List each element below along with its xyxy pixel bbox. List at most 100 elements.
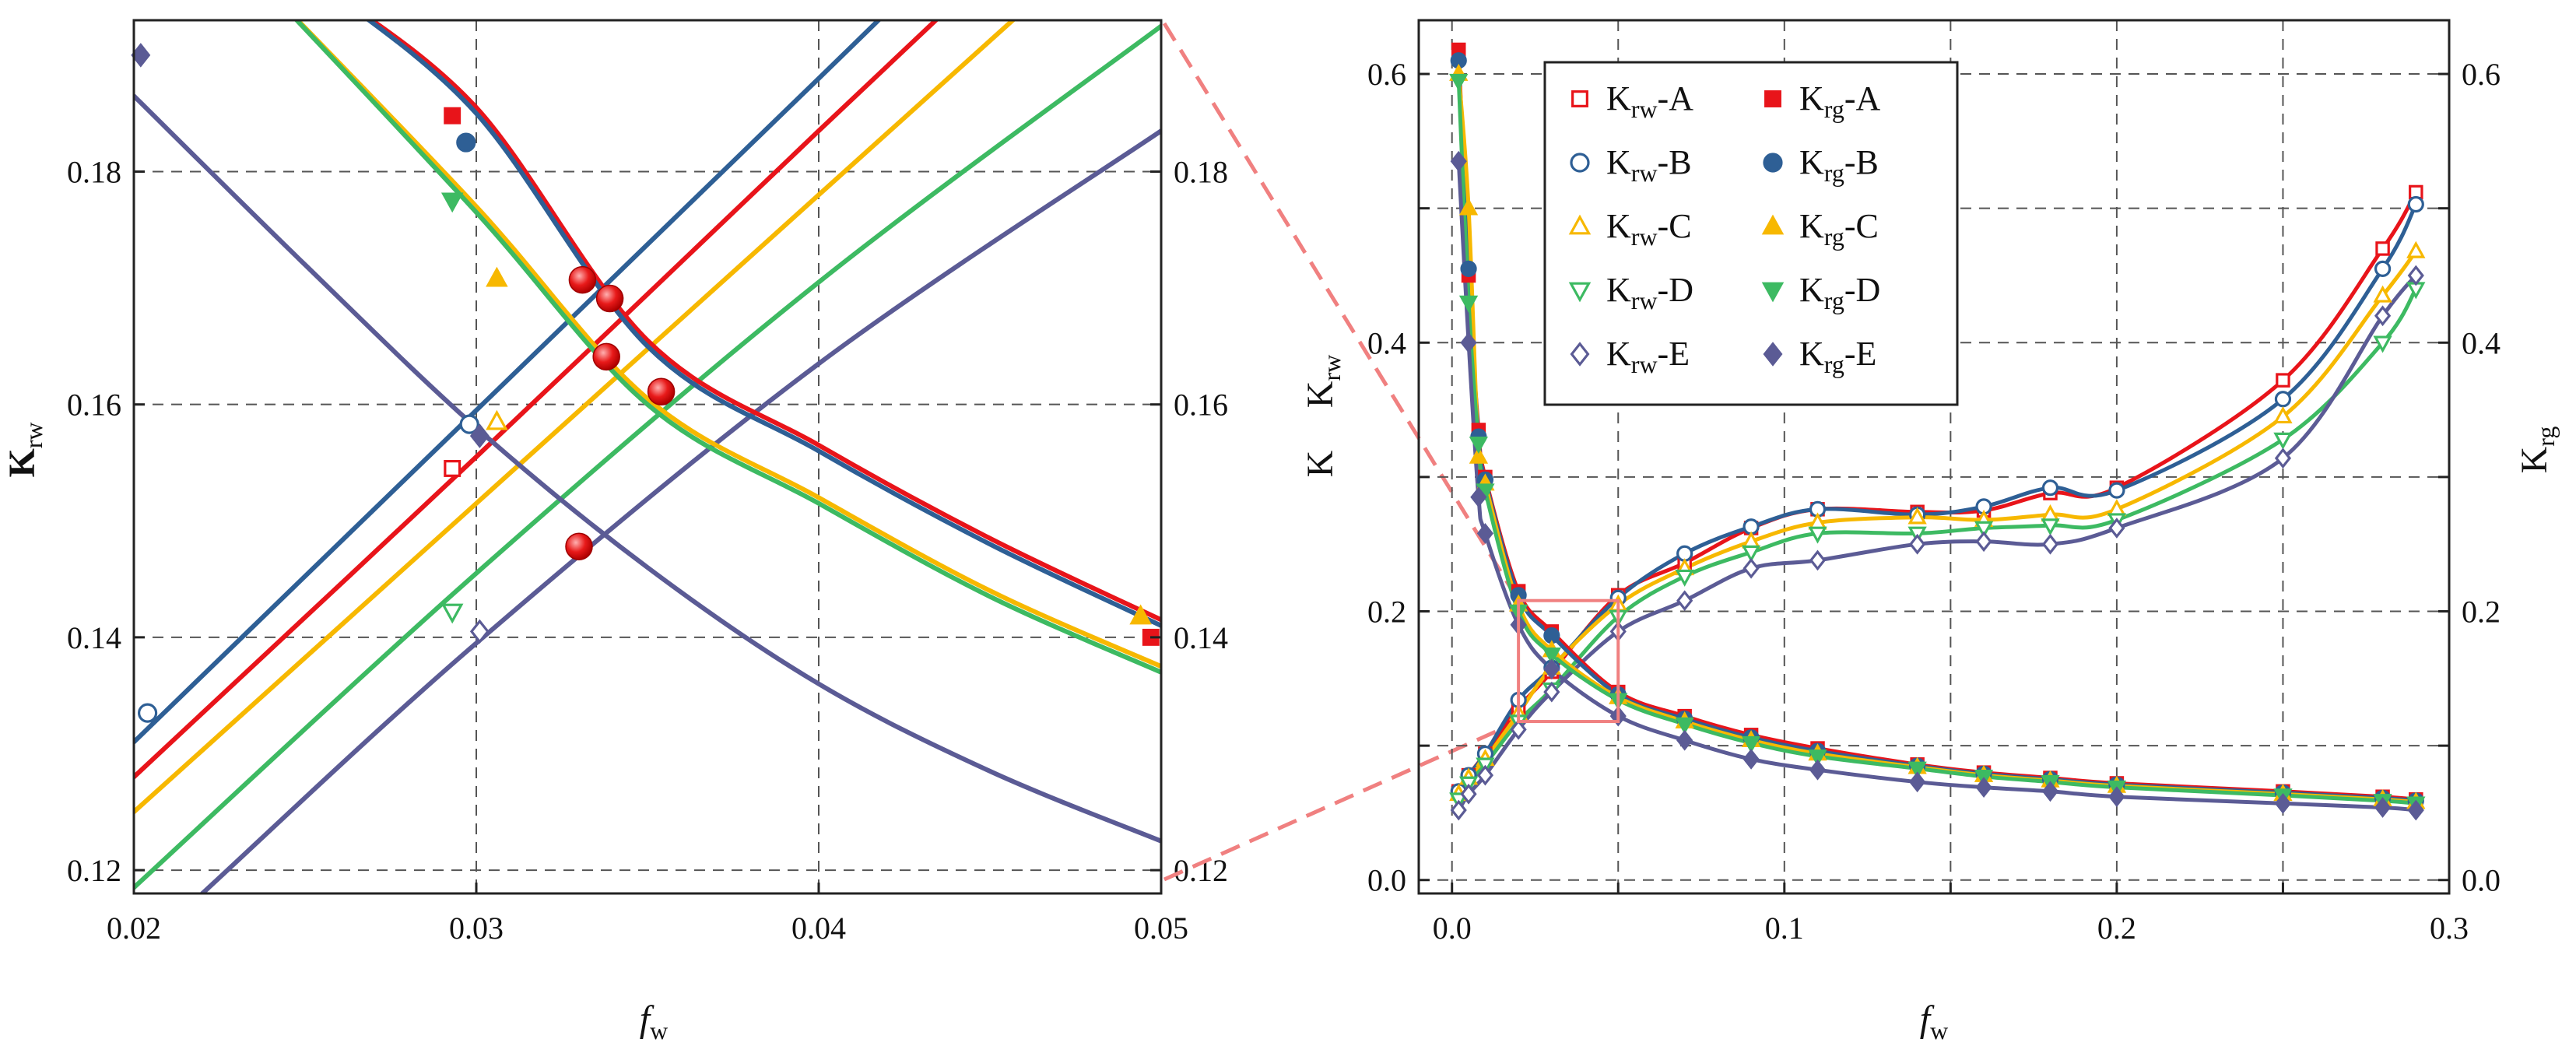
main-krw-point-E (2274, 448, 2292, 469)
legend-marker-shape (1761, 214, 1785, 235)
legend-label: Krw-B (1606, 143, 1692, 187)
zoom-x-axis-title: fw (640, 999, 668, 1044)
main-krw-point-E (2108, 518, 2125, 539)
zoom-y-tick-labels: 0.12 0.14 0.16 0.18 (67, 154, 121, 888)
main-krg-point-D (1675, 717, 1694, 735)
legend-label-suffix: -C (1658, 207, 1692, 245)
main-krw-point-C (2406, 240, 2426, 258)
main-krw-point-D (2273, 432, 2293, 450)
legend-marker-shape (1763, 342, 1783, 367)
legend-entry: Krw-E (1570, 335, 1690, 378)
main-krg-point-E (2274, 792, 2292, 814)
main-y2-axis-title-main: K (2514, 446, 2555, 473)
main-krw-point-B (2374, 260, 2392, 277)
main-krw-point-D (1675, 569, 1694, 587)
zoom-point-krw-D (440, 603, 464, 624)
zoom-y2-tick-label: 0.18 (1174, 154, 1228, 189)
main-krg-point-E (1809, 759, 1827, 781)
main-krg-point-D (1808, 749, 1827, 767)
legend-label: Krw-A (1606, 79, 1693, 123)
main-y-axis-title-line2-main: K (1300, 381, 1341, 408)
zoom-point-krg-E (469, 423, 490, 448)
main-krg-point-E (2108, 786, 2125, 808)
legend-label: Krg-A (1799, 79, 1881, 123)
zoom-y2-tick-label: 0.16 (1174, 388, 1228, 423)
main-y2-tick-label: 0.2 (2462, 595, 2501, 630)
legend-marker (1763, 342, 1783, 367)
crossing-point-marker (647, 377, 676, 405)
legend-marker (1763, 153, 1783, 173)
zoom-point-krw-C (486, 409, 508, 430)
zoom-curve-krg-C (294, 20, 1161, 669)
main-krg-point-D (1907, 761, 1927, 779)
main-y-axis-title-line1: K (1300, 450, 1341, 477)
zoom-curve-krg-B (365, 20, 1161, 628)
crossing-point-marker (565, 532, 593, 560)
legend-marker (1761, 282, 1785, 303)
zoom-region-box (1517, 598, 1620, 724)
zoom-x-axis-title-sub: w (650, 1016, 668, 1044)
main-y2-tick-label: 0.6 (2462, 57, 2501, 92)
main-x-tick-label: 0.2 (2097, 911, 2136, 946)
zoom-point-krg-D (440, 192, 464, 213)
legend-entry: Krw-C (1568, 207, 1692, 251)
legend-marker-shape (1568, 282, 1592, 303)
main-krg-point-D (1469, 436, 1489, 454)
legend-label-main: K (1606, 335, 1631, 373)
main-krg-point-E (1676, 729, 1693, 751)
main-krg-point-C (1458, 198, 1479, 216)
main-y-tick-label: 0.0 (1367, 863, 1406, 898)
zoom-crossing-points (565, 265, 676, 560)
main-krg-point-E (2407, 799, 2424, 821)
legend-marker-shape (1571, 90, 1588, 107)
zoom-curve-krw-B (134, 20, 883, 745)
main-krw-point-E (2407, 265, 2424, 286)
legend-label-sub: rg (1824, 286, 1844, 314)
main-krw-point-E (1460, 783, 1477, 805)
zoom-x-tick-labels: 0.02 0.03 0.04 0.05 (107, 911, 1188, 946)
zoom-markers (131, 43, 1160, 723)
legend-label-main: K (1799, 271, 1824, 309)
main-y2-axis-title: Krg (2514, 426, 2560, 474)
legend-marker (1568, 214, 1592, 235)
legend: Krw-A Krg-A Krw-B Krg-B Krw-C Krg-C (1543, 61, 1959, 406)
legend-marker (1761, 214, 1785, 235)
main-krw-point-E (2041, 533, 2059, 555)
zoom-curve-krw-C (134, 20, 1016, 815)
main-krg-point-E (1470, 486, 1487, 508)
main-krw-point-E (1543, 681, 1560, 703)
legend-marker-shape (1764, 90, 1781, 107)
main-y2-axis-title-sub: rg (2532, 426, 2560, 447)
legend-label-main: K (1606, 207, 1631, 245)
main-krg-point-E (1909, 771, 1926, 793)
legend-label: Krg-D (1799, 271, 1880, 314)
legend-label-main: K (1799, 79, 1824, 118)
legend-label-main: K (1799, 207, 1824, 245)
zoom-connector-top (1162, 22, 1521, 602)
legend-label-sub: rw (1631, 286, 1658, 314)
main-krw-point-B (2108, 482, 2125, 499)
legend-label-suffix: -B (1844, 143, 1879, 181)
main-krw-point-D (2041, 518, 2060, 536)
zoom-y-tick-label: 0.18 (67, 154, 121, 189)
zoom-curve-krw-D (134, 23, 1161, 890)
zoom-plot-frame (132, 19, 1163, 895)
main-krw-point-D (1741, 545, 1761, 563)
zoom-x-tick-label: 0.02 (107, 911, 161, 946)
legend-label-suffix: -E (1844, 335, 1877, 373)
zoom-y-axis-title-main: K (2, 448, 43, 477)
main-x-tick-label: 0.0 (1433, 911, 1472, 946)
legend-label-suffix: -E (1658, 335, 1690, 373)
legend-marker-shape (1570, 153, 1590, 173)
legend-label-sub: rg (1824, 95, 1844, 123)
zoom-connector-lines (1162, 22, 1521, 882)
main-x-tick-label: 0.1 (1765, 911, 1804, 946)
zoom-ticks (132, 170, 1163, 893)
main-krw-point-E (2374, 305, 2392, 327)
legend-label: Krg-C (1799, 207, 1879, 251)
legend-label-main: K (1606, 271, 1631, 309)
legend-marker (1764, 90, 1781, 107)
zoom-y-tick-label: 0.14 (67, 620, 121, 655)
legend-box (1543, 61, 1959, 406)
legend-marker (1568, 282, 1592, 303)
